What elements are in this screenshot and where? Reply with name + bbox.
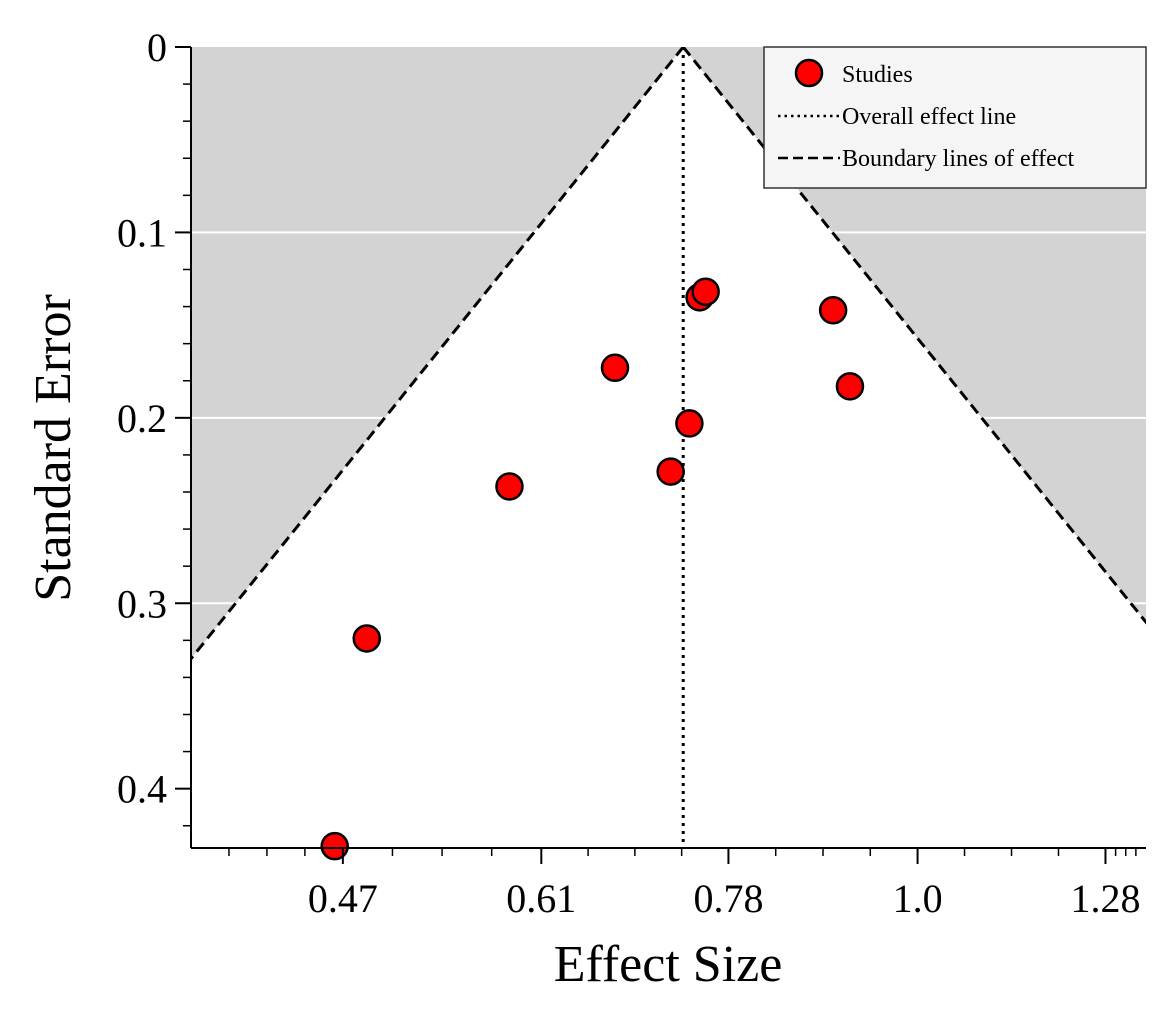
- study-point: [835, 372, 865, 401]
- x-tick-label: 1.28: [1070, 876, 1140, 921]
- funnel-interior: [191, 47, 1146, 848]
- legend-label-studies: Studies: [842, 62, 913, 88]
- legend: Studies Overall effect line Boundary lin…: [763, 46, 1147, 189]
- legend-label-boundary: Boundary lines of effect: [842, 146, 1074, 172]
- y-tick-label: 0.3: [117, 581, 167, 626]
- y-tick-label: 0: [147, 25, 167, 70]
- legend-marker-studies: [794, 58, 824, 88]
- legend-box: [763, 46, 1147, 189]
- boundary-line-left: [191, 47, 685, 662]
- study-point: [818, 296, 848, 325]
- study-point: [352, 624, 382, 653]
- y-tick-label: 0.4: [117, 767, 167, 812]
- x-tick-label: 0.78: [693, 876, 763, 921]
- study-point: [675, 409, 704, 438]
- study-point: [495, 472, 524, 501]
- x-tick-label: 0.47: [308, 876, 378, 921]
- y-tick-label: 0.1: [117, 210, 167, 255]
- x-axis-title: Effect Size: [554, 936, 783, 993]
- x-tick-label: 0.61: [506, 876, 576, 921]
- study-point: [320, 831, 349, 861]
- y-axis-title: Standard Error: [25, 294, 82, 602]
- x-tick-label: 1.0: [893, 876, 943, 921]
- axes-layer: 0 0.1 0.2 0.3 0.4 0.47 0.61 0.78 1.0 1.28: [117, 25, 1146, 921]
- study-point: [656, 457, 685, 486]
- legend-label-overall: Overall effect line: [842, 104, 1016, 130]
- study-point: [600, 353, 630, 383]
- study-point: [691, 277, 720, 306]
- y-tick-label: 0.2: [117, 396, 167, 441]
